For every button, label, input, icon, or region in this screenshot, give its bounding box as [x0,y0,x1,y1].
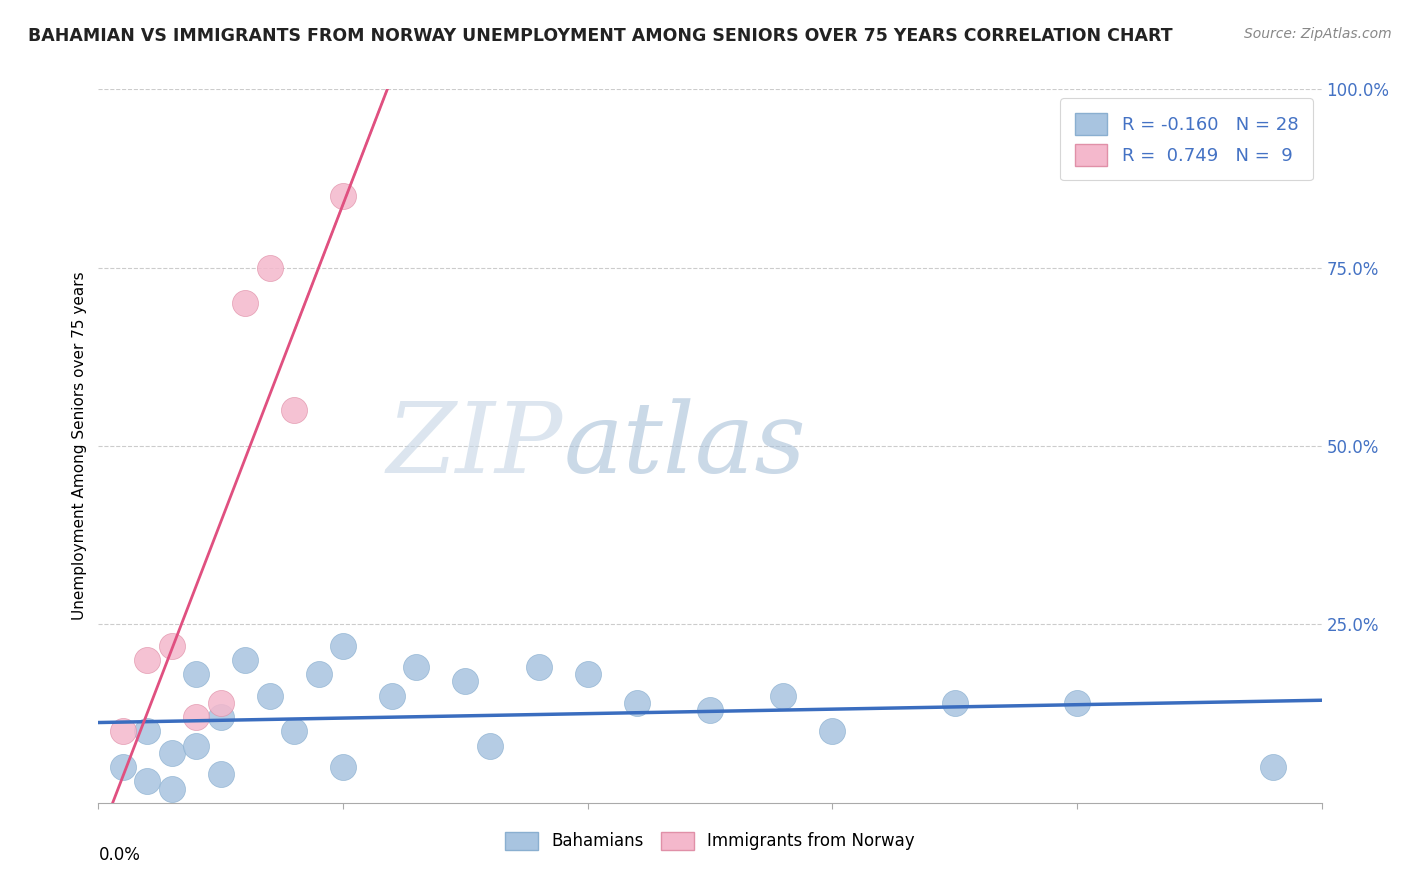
Legend: Bahamians, Immigrants from Norway: Bahamians, Immigrants from Norway [496,823,924,859]
Point [1066,696,1088,710]
Point [821,724,844,739]
Point [454,674,477,689]
Point [405,660,427,674]
Point [233,653,256,667]
Point [186,667,208,681]
Point [478,739,501,753]
Point [209,710,232,724]
Point [772,689,794,703]
Point [527,660,550,674]
Point [283,403,305,417]
Point [160,639,183,653]
Point [111,724,134,739]
Text: atlas: atlas [564,399,806,493]
Point [136,724,159,739]
Point [209,696,232,710]
Point [209,767,232,781]
Point [332,760,354,774]
Point [186,739,208,753]
Point [259,689,281,703]
Point [1261,760,1284,774]
Point [186,710,208,724]
Point [943,696,966,710]
Text: BAHAMIAN VS IMMIGRANTS FROM NORWAY UNEMPLOYMENT AMONG SENIORS OVER 75 YEARS CORR: BAHAMIAN VS IMMIGRANTS FROM NORWAY UNEMP… [28,27,1173,45]
Point [160,746,183,760]
Point [111,760,134,774]
Text: Source: ZipAtlas.com: Source: ZipAtlas.com [1244,27,1392,41]
Point [233,296,256,310]
Text: ZIP: ZIP [387,399,564,493]
Point [576,667,599,681]
Text: 0.0%: 0.0% [98,846,141,863]
Point [332,189,354,203]
Y-axis label: Unemployment Among Seniors over 75 years: Unemployment Among Seniors over 75 years [72,272,87,620]
Point [136,774,159,789]
Point [259,260,281,275]
Point [626,696,648,710]
Point [332,639,354,653]
Point [699,703,721,717]
Point [136,653,159,667]
Point [381,689,404,703]
Point [283,724,305,739]
Point [308,667,330,681]
Point [160,781,183,796]
